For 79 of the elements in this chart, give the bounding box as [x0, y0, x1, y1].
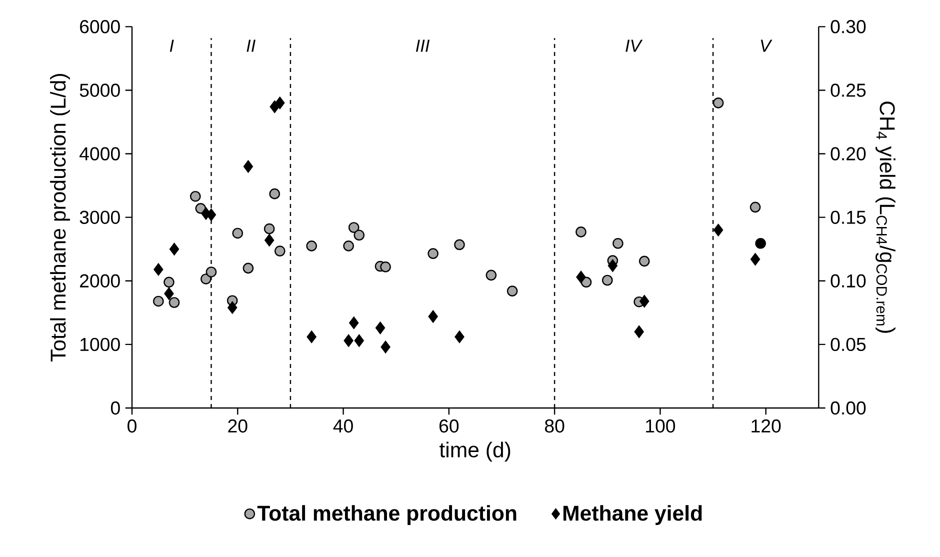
point [454, 239, 465, 250]
point [154, 263, 164, 276]
point [264, 223, 275, 234]
point [168, 296, 180, 308]
point [714, 224, 724, 236]
point [486, 270, 497, 280]
point [275, 96, 285, 109]
point [750, 202, 761, 212]
y-tick-label: 3000 [80, 210, 120, 224]
point [264, 234, 274, 246]
y-tick-label: 4000 [80, 147, 120, 160]
point [242, 262, 254, 274]
point [169, 242, 180, 256]
point [428, 248, 438, 259]
point [274, 245, 286, 256]
y2-axis-title: CH$_{4}$ yield (L$_{CH4}$/g$_{COD.rem}$) [876, 101, 896, 333]
point [269, 188, 280, 200]
point [206, 266, 217, 278]
point [428, 310, 438, 323]
annotation: III [416, 40, 430, 52]
point [348, 222, 360, 233]
point [755, 238, 766, 249]
point [354, 230, 365, 240]
y-tick-label: 2000 [80, 274, 120, 288]
point [354, 334, 364, 347]
y-tick-label: 1000 [80, 338, 120, 351]
x-tick-label: 80 [545, 419, 564, 432]
point [712, 97, 724, 108]
annotation: IV [626, 40, 643, 52]
y-axis-title: Total methane production (L/d) [50, 74, 70, 362]
point [375, 322, 386, 334]
y2-tick-label: 0.30 [830, 20, 866, 34]
y2-tick-label: 0.25 [830, 83, 866, 97]
legend-label: Methane yield [563, 504, 702, 525]
x-tick-label: 40 [333, 419, 353, 432]
x-axis-title: time (d) [440, 442, 510, 462]
point [640, 294, 650, 308]
point [190, 190, 201, 202]
point [306, 330, 316, 343]
point [153, 296, 164, 306]
y-tick-label: 5000 [80, 83, 120, 97]
y2-tick-label: 0.15 [830, 210, 866, 224]
x-tick-label: 60 [439, 419, 459, 432]
point [306, 240, 317, 252]
point [200, 273, 212, 284]
point [164, 276, 174, 288]
point [506, 286, 518, 296]
legend-label: Total methane production [257, 504, 516, 525]
y2-tick-label: 0.00 [830, 401, 866, 414]
point [232, 228, 244, 238]
point [349, 316, 359, 329]
point [454, 330, 464, 343]
point [343, 240, 354, 252]
point [228, 301, 238, 314]
point [602, 274, 613, 286]
point [576, 270, 586, 284]
x-tick-label: 120 [752, 419, 781, 432]
point [344, 334, 354, 347]
point [638, 256, 650, 266]
x-tick-label: 100 [646, 419, 676, 432]
y2-tick-label: 0.10 [830, 274, 866, 288]
point [576, 226, 586, 238]
point [612, 238, 624, 249]
point [634, 325, 644, 338]
annotation: V [760, 40, 772, 52]
point [243, 160, 254, 173]
point [380, 340, 390, 354]
annotation: II [246, 40, 256, 52]
point [164, 287, 174, 300]
y-tick-label: 0 [110, 401, 120, 414]
y-tick-label: 6000 [80, 20, 120, 34]
x-tick-label: 0 [128, 419, 136, 432]
point [608, 259, 618, 272]
y2-tick-label: 0.20 [830, 147, 866, 160]
point [750, 252, 760, 266]
y2-tick-label: 0.05 [830, 338, 866, 351]
point [380, 261, 391, 272]
x-tick-label: 20 [228, 419, 248, 432]
annotation: I [170, 40, 174, 52]
